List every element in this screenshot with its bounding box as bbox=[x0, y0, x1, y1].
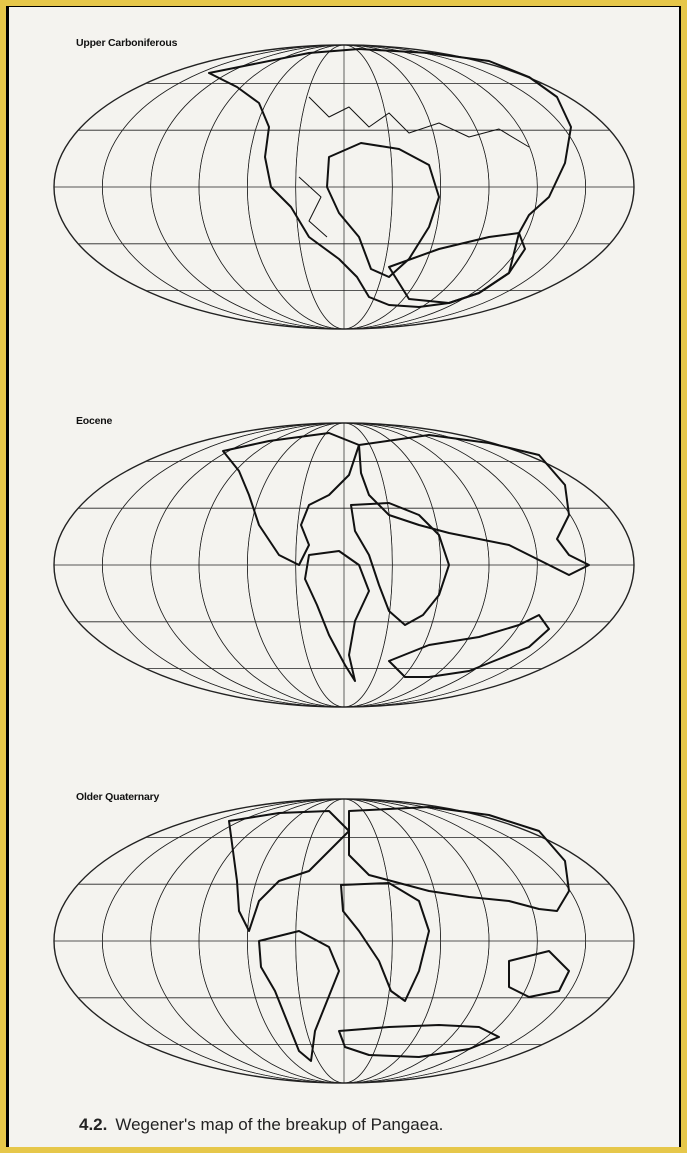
world-map-eocene bbox=[53, 422, 635, 708]
coast-detail bbox=[308, 96, 530, 148]
map-label-eocene: Eocene bbox=[76, 415, 113, 427]
continents-pangaea bbox=[208, 48, 572, 308]
landmass-antarctica bbox=[338, 1024, 500, 1058]
figure-caption-text: Wegener's map of the breakup of Pangaea. bbox=[115, 1115, 444, 1134]
map-older-quaternary: Older Quaternary bbox=[9, 791, 679, 1101]
landmass-antarctica-australia bbox=[388, 614, 550, 678]
map-label-older-quaternary: Older Quaternary bbox=[76, 791, 160, 803]
landmass-africa bbox=[340, 882, 430, 1002]
graticule bbox=[53, 422, 635, 708]
graticule bbox=[53, 44, 635, 330]
world-map-older-quaternary bbox=[53, 798, 635, 1084]
landmass-eurasia bbox=[358, 434, 590, 576]
landmass-africa bbox=[350, 502, 450, 626]
map-eocene: Eocene bbox=[9, 415, 679, 725]
landmass-south-america bbox=[258, 930, 340, 1062]
landmass-south bbox=[388, 232, 520, 304]
map-label-upper-carboniferous: Upper Carboniferous bbox=[76, 37, 178, 49]
map-upper-carboniferous: Upper Carboniferous bbox=[9, 37, 679, 347]
world-map-upper-carboniferous bbox=[53, 44, 635, 330]
landmass-australia bbox=[508, 950, 570, 998]
continents-eocene bbox=[222, 432, 590, 682]
landmass-north-america bbox=[228, 810, 350, 932]
landmass-north-america bbox=[222, 432, 360, 566]
landmass-south-america bbox=[304, 550, 370, 682]
coast-detail-2 bbox=[298, 176, 328, 238]
figure-caption: 4.2. Wegener's map of the breakup of Pang… bbox=[79, 1115, 443, 1135]
continents-quaternary bbox=[228, 806, 570, 1062]
landmass-eurasia bbox=[348, 806, 570, 912]
book-page: Upper Carboniferous Eocene bbox=[9, 7, 679, 1147]
figure-number: 4.2. bbox=[79, 1115, 108, 1134]
